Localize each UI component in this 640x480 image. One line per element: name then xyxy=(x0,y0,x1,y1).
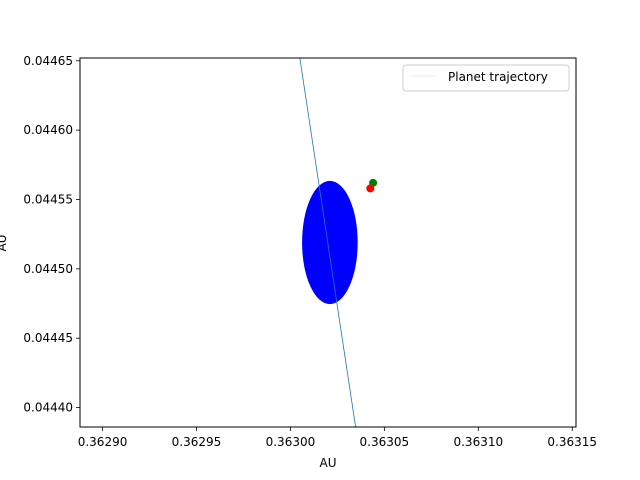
x-tick-label: 0.36305 xyxy=(360,435,410,449)
x-tick-label: 0.36300 xyxy=(266,435,316,449)
y-axis-label: AU xyxy=(0,235,9,252)
y-tick-label: 0.04445 xyxy=(23,331,73,345)
plot-area xyxy=(299,58,378,427)
x-axis-label: AU xyxy=(320,456,337,470)
trajectory-line xyxy=(299,58,357,427)
legend-label: Planet trajectory xyxy=(448,70,548,84)
legend: Planet trajectory xyxy=(402,64,570,92)
points-layer xyxy=(366,178,378,193)
axes-frame xyxy=(79,57,577,428)
legend-box xyxy=(402,64,570,92)
y-tick-label: 0.04455 xyxy=(23,192,73,206)
x-tick-label: 0.36290 xyxy=(78,435,128,449)
y-tick-label: 0.04440 xyxy=(23,401,73,415)
x-tick-label: 0.36295 xyxy=(172,435,222,449)
y-axis-ticks: 0.04440 0.04445 0.04450 0.04455 0.04460 0.044… xyxy=(23,54,80,415)
x-tick-label: 0.36310 xyxy=(453,435,503,449)
marker-point-2 xyxy=(366,184,375,193)
star-disk xyxy=(302,180,358,305)
x-tick-label: 0.36315 xyxy=(547,435,597,449)
x-axis-ticks: 0.36290 0.36295 0.36300 0.36305 0.36310 0.363… xyxy=(78,427,597,449)
y-tick-label: 0.04450 xyxy=(23,262,73,276)
series-layer xyxy=(299,58,357,427)
y-tick-label: 0.04460 xyxy=(23,123,73,137)
y-tick-label: 0.04465 xyxy=(23,54,73,68)
